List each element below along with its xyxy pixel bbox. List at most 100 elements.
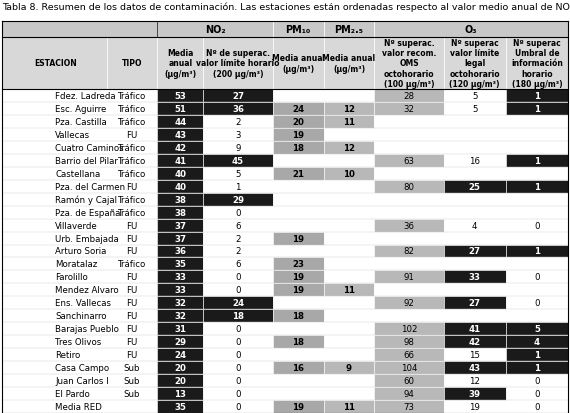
Text: 38: 38 xyxy=(174,208,186,217)
Bar xyxy=(374,374,443,387)
Text: 5: 5 xyxy=(472,92,478,101)
Bar xyxy=(2,142,107,154)
Bar xyxy=(107,116,157,128)
Bar xyxy=(443,400,506,413)
Text: 5: 5 xyxy=(534,325,540,333)
Text: 41: 41 xyxy=(174,157,186,165)
Text: Fdez. Ladreda: Fdez. Ladreda xyxy=(55,92,116,101)
Bar xyxy=(2,193,107,206)
Text: Tráfico: Tráfico xyxy=(118,260,146,269)
Text: 29: 29 xyxy=(174,337,186,347)
Text: 3: 3 xyxy=(235,131,241,140)
Text: 19: 19 xyxy=(292,286,304,294)
Text: 4: 4 xyxy=(534,337,540,347)
Bar xyxy=(107,154,157,167)
Bar xyxy=(272,310,324,323)
Bar xyxy=(203,348,272,361)
Text: 0: 0 xyxy=(235,376,241,385)
Text: 0: 0 xyxy=(534,376,540,385)
Text: 1: 1 xyxy=(235,182,241,191)
Text: 9: 9 xyxy=(235,143,241,152)
Bar xyxy=(374,193,443,206)
Bar xyxy=(107,142,157,154)
Text: Moratalaz: Moratalaz xyxy=(55,260,97,269)
Bar xyxy=(324,258,374,271)
Text: 32: 32 xyxy=(404,104,414,114)
Bar xyxy=(443,258,506,271)
Text: 60: 60 xyxy=(404,376,414,385)
Bar xyxy=(324,348,374,361)
Bar xyxy=(2,348,107,361)
Bar xyxy=(203,323,272,335)
Text: 6: 6 xyxy=(235,221,241,230)
Bar xyxy=(107,400,157,413)
Text: 27: 27 xyxy=(469,299,481,308)
Text: 35: 35 xyxy=(174,260,186,269)
Text: 6: 6 xyxy=(235,260,241,269)
Text: 0: 0 xyxy=(534,273,540,282)
Text: Tráfico: Tráfico xyxy=(118,143,146,152)
Bar xyxy=(324,22,374,38)
Bar xyxy=(107,335,157,348)
Bar xyxy=(374,22,568,38)
Bar xyxy=(203,297,272,310)
Bar xyxy=(443,232,506,245)
Bar xyxy=(374,90,443,103)
Bar xyxy=(157,387,203,400)
Bar xyxy=(324,361,374,374)
Text: 20: 20 xyxy=(174,376,186,385)
Text: 43: 43 xyxy=(469,363,481,372)
Text: 25: 25 xyxy=(469,182,481,191)
Text: Urb. Embajada: Urb. Embajada xyxy=(55,234,119,243)
Bar xyxy=(374,387,443,400)
Text: Media
anual
(µg/m³): Media anual (µg/m³) xyxy=(164,49,197,79)
Text: Tabla 8. Resumen de los datos de contaminación. Las estaciones están ordenadas r: Tabla 8. Resumen de los datos de contami… xyxy=(2,2,570,12)
Bar xyxy=(506,348,568,361)
Text: 12: 12 xyxy=(343,104,355,114)
Bar xyxy=(107,206,157,219)
Bar xyxy=(443,193,506,206)
Bar xyxy=(203,361,272,374)
Bar xyxy=(374,142,443,154)
Bar xyxy=(203,335,272,348)
Text: 18: 18 xyxy=(292,311,304,320)
Bar xyxy=(107,258,157,271)
Bar xyxy=(2,154,107,167)
Text: Vallecas: Vallecas xyxy=(55,131,91,140)
Bar xyxy=(157,206,203,219)
Bar xyxy=(2,297,107,310)
Text: 4: 4 xyxy=(472,221,478,230)
Text: 18: 18 xyxy=(292,337,304,347)
Bar xyxy=(203,128,272,142)
Bar xyxy=(272,323,324,335)
Bar xyxy=(272,206,324,219)
Text: 19: 19 xyxy=(292,131,304,140)
Bar xyxy=(443,348,506,361)
Text: 41: 41 xyxy=(469,325,481,333)
Bar xyxy=(272,284,324,297)
Text: Arturo Soria: Arturo Soria xyxy=(55,247,107,256)
Bar xyxy=(107,271,157,284)
Bar xyxy=(324,284,374,297)
Bar xyxy=(506,245,568,258)
Bar xyxy=(272,103,324,116)
Bar xyxy=(107,245,157,258)
Text: 80: 80 xyxy=(404,182,414,191)
Bar xyxy=(506,258,568,271)
Text: 19: 19 xyxy=(469,402,480,411)
Bar xyxy=(443,374,506,387)
Bar xyxy=(203,103,272,116)
Text: 44: 44 xyxy=(174,118,186,127)
Bar xyxy=(157,103,203,116)
Bar xyxy=(107,284,157,297)
Text: 0: 0 xyxy=(235,208,241,217)
Text: 12: 12 xyxy=(469,376,481,385)
Bar xyxy=(272,387,324,400)
Bar xyxy=(157,297,203,310)
Text: 0: 0 xyxy=(235,363,241,372)
Bar xyxy=(272,22,324,38)
Bar xyxy=(157,335,203,348)
Bar xyxy=(506,219,568,232)
Bar xyxy=(324,297,374,310)
Bar xyxy=(272,128,324,142)
